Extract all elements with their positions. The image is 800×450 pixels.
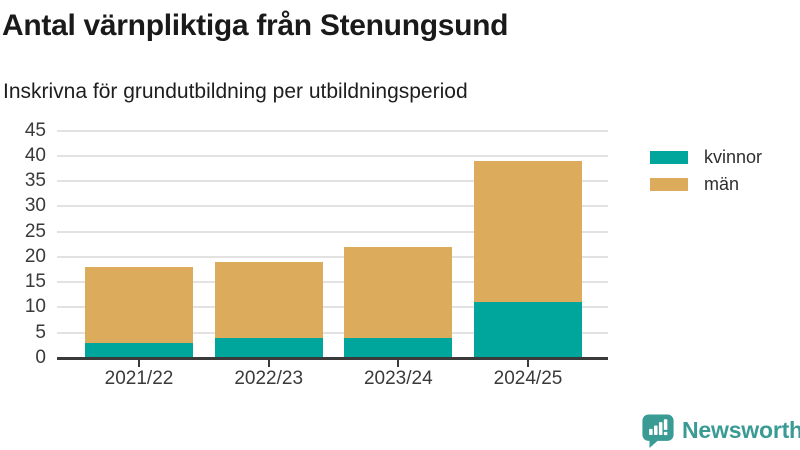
bar-2021/22-män [85,267,193,343]
y-axis-tick-label: 10 [24,296,46,318]
y-axis-tick-label: 40 [24,144,46,166]
x-axis-tick [267,360,270,367]
bar-2024/25-kvinnor [474,302,582,358]
bar-2023/24-män [344,246,453,338]
bar-2021/22-kvinnor [85,342,193,358]
bar-2022/23-män [214,261,323,338]
y-axis-tick-label: 20 [24,245,46,267]
x-axis-tick-label: 2023/24 [363,368,433,389]
bar-2024/25-män [474,160,582,303]
y-axis-tick-label: 45 [24,119,46,141]
y-gridline [57,255,608,258]
x-axis-line [57,357,608,360]
y-gridline [57,154,608,157]
legend-swatch [650,150,688,164]
newsworthy-brand: Newsworthy [641,413,800,448]
chart-title: Antal värnpliktiga från Stenungsund [2,9,509,42]
y-axis-tick-label: 25 [24,220,46,242]
y-gridline [57,205,608,208]
x-axis-tick-label: 2022/23 [234,368,304,389]
x-axis-tick [527,360,529,367]
legend-label: kvinnor [704,146,763,167]
x-axis-tick [397,360,400,367]
legend-swatch [650,177,688,191]
y-gridline [57,306,608,309]
y-gridline [57,281,608,284]
legend-item-kvinnor: kvinnor [650,147,762,167]
x-axis-tick-label: 2021/22 [104,368,174,389]
legend-item-män: män [650,174,762,194]
y-axis-tick-label: 35 [24,170,46,192]
x-axis-tick [138,360,140,367]
y-gridline [57,180,608,183]
y-gridline [57,129,608,132]
legend: kvinnor män [650,147,762,204]
y-axis-tick-label: 30 [24,195,46,217]
y-gridline [57,230,608,233]
y-gridline [57,331,608,334]
y-axis-tick-label: 15 [24,271,46,293]
bar-2023/24-kvinnor [344,337,453,358]
newsworthy-logo-text: Newsworthy [682,417,800,443]
y-axis-tick-label: 5 [35,321,46,343]
bar-2022/23-kvinnor [214,337,323,358]
y-axis-tick-label: 0 [35,347,46,368]
chart-subtitle: Inskrivna för grundutbildning per utbild… [3,80,468,103]
x-axis-tick-label: 2024/25 [493,368,563,389]
newsworthy-logo-icon [642,414,674,448]
legend-label: män [704,173,740,194]
